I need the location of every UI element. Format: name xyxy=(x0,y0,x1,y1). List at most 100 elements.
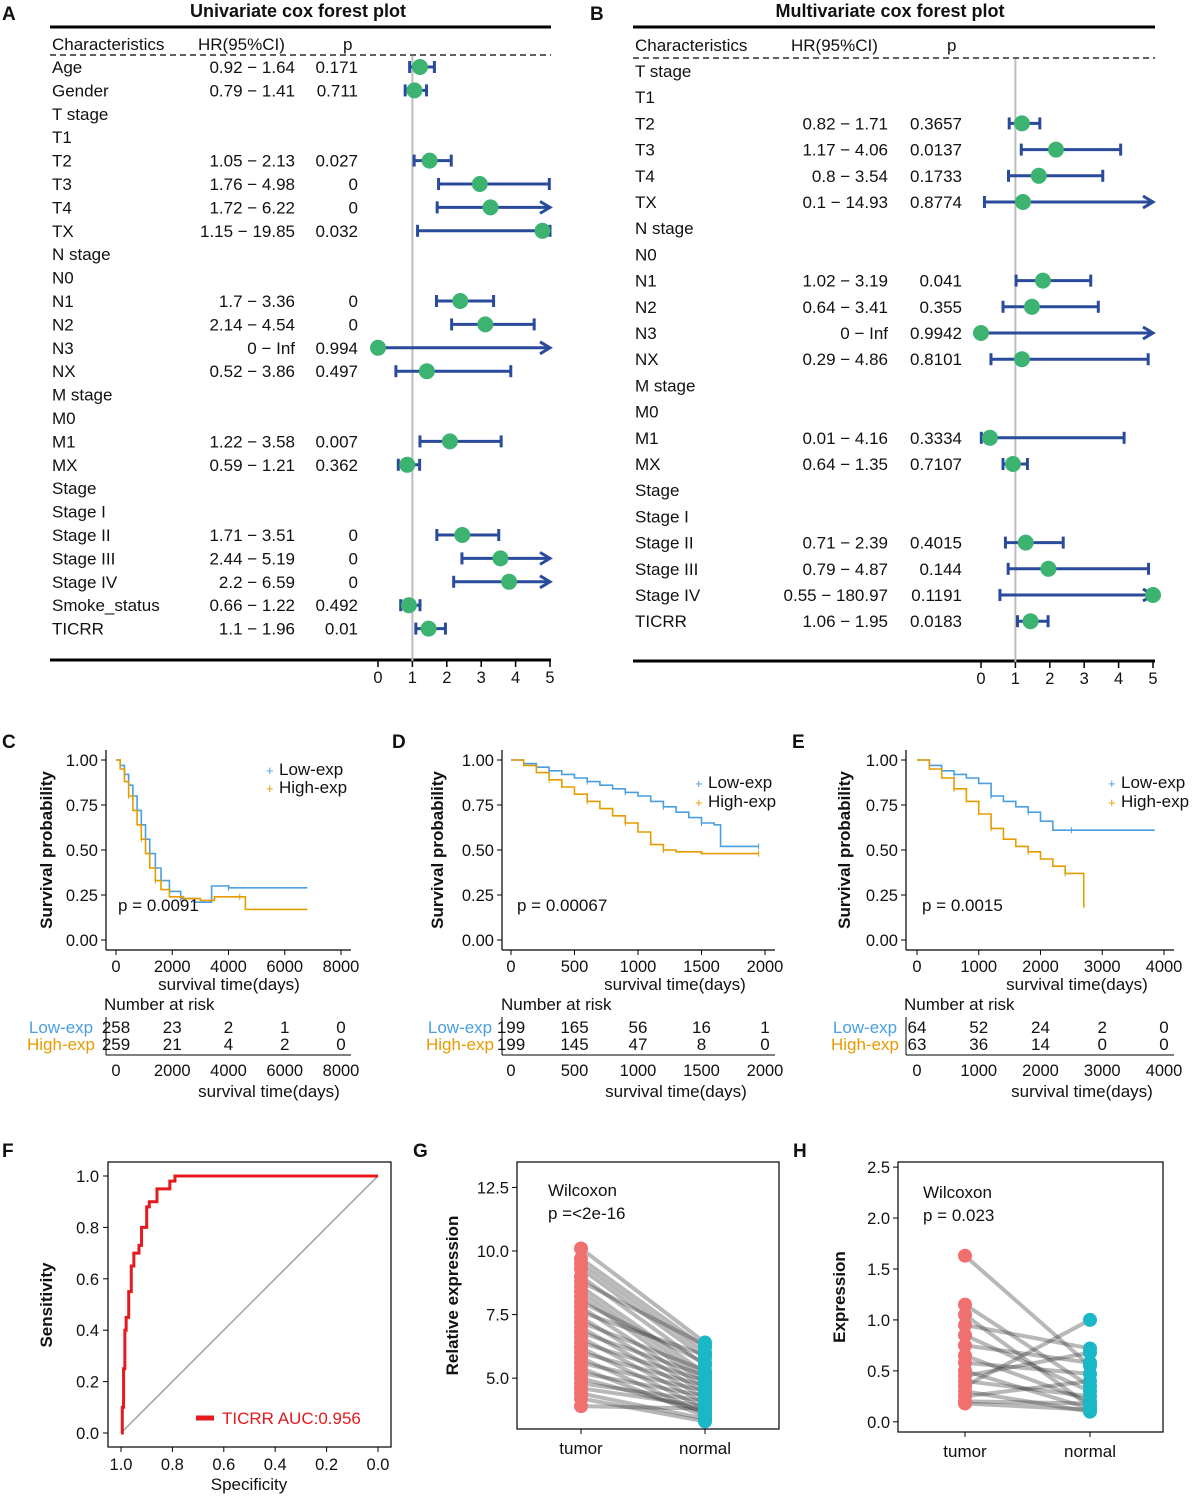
hr-point xyxy=(1047,141,1064,158)
pair-line xyxy=(963,1302,1092,1388)
row-label: N stage xyxy=(635,219,694,238)
pair-line xyxy=(964,1360,1091,1376)
row-ci: 0 − Inf xyxy=(247,339,295,358)
row-label: N stage xyxy=(52,245,111,264)
pair-line xyxy=(580,1360,706,1393)
risk-count: 0 xyxy=(336,1035,345,1054)
x-tick-label: normal xyxy=(679,1439,731,1458)
hr-point xyxy=(1017,534,1034,551)
row-ci: 0.66 − 1.22 xyxy=(209,596,295,615)
y-tick-label: 0.4 xyxy=(76,1322,99,1340)
row-label: N1 xyxy=(52,292,74,311)
ci-arrow xyxy=(539,340,553,356)
panel-b-multivariate-forest: B Multivariate cox forest plot Character… xyxy=(590,1,1161,688)
row-p: 0.027 xyxy=(315,152,358,171)
row-p: 0.492 xyxy=(315,596,358,615)
risk-x-tick-label: 1500 xyxy=(683,1062,720,1080)
p-value: p = 0.0015 xyxy=(922,896,1003,915)
risk-x-tick-label: 1000 xyxy=(960,1062,997,1080)
row-p: 0.007 xyxy=(315,432,358,451)
row-p: 0.0183 xyxy=(910,612,962,631)
x-tick-label: 3000 xyxy=(1084,958,1121,976)
pair-line xyxy=(964,1343,1091,1365)
risk-count: 145 xyxy=(560,1035,588,1054)
legend-high-exp: High-exp xyxy=(279,778,347,797)
row-ci: 0.59 − 1.21 xyxy=(209,456,295,475)
header-hr: HR(95%CI) xyxy=(791,36,878,55)
p-value: p = 0.00067 xyxy=(517,896,607,915)
row-p: 0 xyxy=(349,292,358,311)
risk-x-tick-label: 500 xyxy=(561,1062,589,1080)
risk-count: 1 xyxy=(760,1018,769,1037)
x-tick-label: 5 xyxy=(1148,670,1157,688)
row-ci: 0.55 − 180.97 xyxy=(784,586,888,605)
row-p: 0.01 xyxy=(325,620,358,639)
y-tick-label: 1.0 xyxy=(867,1312,890,1330)
row-label: N2 xyxy=(52,315,74,334)
tumor-point xyxy=(958,1297,972,1312)
y-tick-label: 7.5 xyxy=(486,1307,509,1325)
risk-x-tick-label: 0 xyxy=(912,1062,921,1080)
panel-label-c: C xyxy=(2,732,16,753)
panel-c-km-plot: C 0.000.250.500.751.000 2000 4000 6000 8000S… xyxy=(2,732,359,1101)
row-p: 0.1191 xyxy=(911,586,962,605)
x-tick-label: 0 xyxy=(976,670,985,688)
y-tick-label: 1.5 xyxy=(867,1261,890,1279)
risk-count: 0 xyxy=(336,1018,345,1037)
row-label: Stage I xyxy=(635,507,689,526)
risk-count: 4 xyxy=(224,1035,233,1054)
row-p: 0.7107 xyxy=(910,455,962,474)
row-ci: 1.06 − 1.95 xyxy=(802,612,888,631)
row-ci: 1.72 − 6.22 xyxy=(209,198,295,217)
legend-low-exp: Low-exp xyxy=(708,773,772,792)
risk-title: Number at risk xyxy=(904,995,1015,1014)
pair-line xyxy=(964,1401,1091,1412)
pair-line xyxy=(964,1353,1091,1404)
risk-count: 165 xyxy=(560,1018,588,1037)
pair-line xyxy=(963,1313,1092,1409)
y-tick-label: 0.8 xyxy=(76,1219,99,1237)
row-label: TX xyxy=(52,222,74,241)
x-tick-label: 4 xyxy=(511,669,520,687)
risk-title: Number at risk xyxy=(501,995,612,1014)
plot-frame xyxy=(516,1161,780,1430)
y-tick-label: 0.6 xyxy=(76,1271,99,1289)
row-p: 0.9942 xyxy=(910,324,962,343)
row-label: Stage I xyxy=(52,503,106,522)
row-p: 0.3334 xyxy=(910,429,962,448)
km-legend: Low-exp High-exp + + xyxy=(1108,773,1189,811)
row-label: Stage II xyxy=(52,526,111,545)
row-ci: 1.71 − 3.51 xyxy=(209,526,295,545)
normal-point xyxy=(698,1338,712,1353)
row-label: TICRR xyxy=(52,620,104,639)
pair-line xyxy=(580,1386,706,1409)
row-label: NX xyxy=(635,350,659,369)
risk-count: 21 xyxy=(163,1035,182,1054)
x-tick-label: 0 xyxy=(506,958,515,976)
legend-marker: + xyxy=(1108,776,1116,791)
row-ci: 2.14 − 4.54 xyxy=(209,315,295,334)
hr-point xyxy=(973,325,989,341)
panel-label-d: D xyxy=(392,732,406,753)
row-p: 0.0137 xyxy=(910,141,962,160)
stat-pvalue: p =<2e-16 xyxy=(548,1204,626,1223)
stat-title: Wilcoxon xyxy=(548,1181,617,1200)
risk-label-high: High-exp xyxy=(27,1035,95,1054)
x-tick-label: 1000 xyxy=(620,958,657,976)
row-p: 0.3657 xyxy=(910,114,962,133)
y-tick-label: 0.75 xyxy=(66,797,98,815)
km-curve-high-exp xyxy=(511,759,759,855)
paired-plot-area: 5.0 7.5 10.0 12.5 tumor normal Relative expres… xyxy=(443,1161,780,1458)
y-tick-label: 0.0 xyxy=(76,1425,99,1443)
forest-rows: T stage T1 T2 0.82 − 1.71 0.3657 T3 1.17 − 4.0… xyxy=(635,59,1161,663)
row-label: Stage IV xyxy=(52,573,118,592)
hr-point xyxy=(420,620,437,637)
y-axis-label: Sensitivity xyxy=(37,1262,56,1348)
row-label: N3 xyxy=(52,339,74,358)
x-tick-label: 1 xyxy=(1011,670,1020,688)
panel-d-km-plot: D 0.000.250.500.751.000 500 1000 1500 2000Su… xyxy=(392,732,783,1101)
ci-arrow xyxy=(1142,325,1156,341)
row-label: Stage III xyxy=(635,560,698,579)
pair-line xyxy=(580,1340,706,1383)
legend-low-exp: Low-exp xyxy=(1121,773,1185,792)
